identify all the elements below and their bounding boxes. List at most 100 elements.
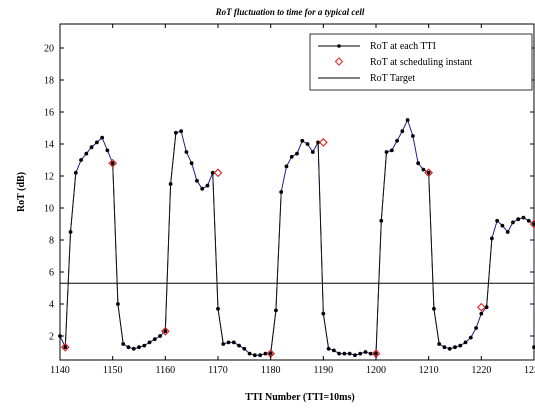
series-rot-each-tti-point	[68, 230, 73, 234]
series-rot-each-tti-point	[337, 351, 342, 356]
series-rot-each-tti-point	[363, 350, 368, 354]
series-rot-each-tti-point	[410, 134, 415, 138]
series-rot-each-tti-point	[179, 129, 184, 134]
series-rot-each-tti-point	[379, 218, 384, 223]
series-scheduling-instant-point	[476, 302, 486, 312]
series-rot-each-tti-point	[305, 142, 310, 146]
series-rot-each-tti-point	[216, 306, 220, 311]
series-rot-each-tti-segment	[380, 151, 387, 221]
series-rot-each-tti-point	[400, 129, 405, 134]
series-rot-each-tti-point	[474, 326, 478, 330]
series-rot-each-tti-point	[184, 150, 189, 154]
series-rot-each-tti-point	[358, 351, 363, 356]
x-axis-label: TTI Number (TTI=10ms)	[245, 392, 354, 403]
series-rot-each-tti-point	[237, 343, 241, 348]
legend-label-rot-target: RoT Target	[370, 73, 415, 84]
series-rot-each-tti-point	[521, 215, 526, 220]
series-rot-each-tti-point	[289, 154, 294, 159]
series-rot-each-tti-point	[395, 138, 399, 143]
series-rot-each-tti-point	[252, 353, 257, 358]
y-tick-label: 12	[44, 172, 54, 183]
x-tick-label: 1160	[156, 365, 176, 376]
series-rot-each-tti-point	[516, 217, 521, 222]
series-rot-each-tti-point	[263, 351, 268, 356]
series-rot-each-tti-point	[389, 148, 394, 153]
series-rot-each-tti-point	[458, 343, 463, 348]
series-rot-each-tti-point	[342, 351, 347, 356]
plot-frame	[59, 23, 535, 361]
series-rot-each-tti-segment	[64, 231, 71, 348]
series-rot-each-tti-point	[110, 161, 115, 166]
series-rot-each-tti-point	[453, 345, 457, 350]
series-scheduling-instant-point	[529, 219, 535, 229]
series-rot-each-tti-point	[89, 145, 94, 150]
series-rot-each-tti-point	[437, 342, 442, 346]
y-tick-label: 14	[44, 140, 54, 151]
x-tick-label: 1210	[419, 365, 439, 376]
series-rot-each-tti-point	[421, 167, 426, 172]
y-tick-label: 2	[49, 332, 54, 343]
chart-title: RoT fluctuation to time for a typical ce…	[215, 7, 365, 17]
x-tick-label: 1180	[261, 365, 281, 376]
series-rot-each-tti-point	[353, 353, 357, 358]
series-rot-each-tti-segment	[170, 132, 177, 185]
series-rot-each-tti-segment	[486, 238, 493, 308]
series-rot-each-tti-segment	[217, 308, 224, 345]
series-rot-each-tti-point	[126, 345, 131, 350]
series-rot-each-tti-point	[274, 308, 278, 313]
series-rot-each-tti-point	[63, 345, 68, 350]
y-tick-label: 6	[49, 268, 54, 279]
legend: RoT at each TTI RoT at scheduling instan…	[309, 33, 533, 91]
series-rot-each-tti-point	[442, 345, 447, 350]
series-rot-each-tti-segment	[317, 142, 324, 314]
series-rot-each-tti-point	[405, 118, 410, 122]
series-rot-each-tti-point	[347, 351, 352, 356]
series-rot-each-tti-segment	[428, 172, 435, 309]
series-rot-each-tti-point	[200, 186, 205, 191]
series-rot-each-tti-point	[468, 335, 473, 340]
series-rot-each-tti-segment	[212, 172, 219, 309]
series-rot-each-tti-point	[526, 218, 531, 223]
plot-area: 1140115011601170118011901200121012201230…	[44, 23, 535, 376]
series-rot-each-tti-point	[279, 190, 284, 194]
y-tick-label: 20	[44, 44, 54, 55]
x-tick-label: 1150	[103, 365, 123, 376]
series-rot-each-tti-point	[489, 236, 494, 241]
series-rot-each-tti-point	[326, 346, 331, 351]
y-tick-label: 10	[44, 204, 54, 215]
series-rot-each-tti-point	[226, 340, 231, 345]
legend-box	[309, 33, 533, 91]
x-tick-label: 1220	[471, 365, 491, 376]
x-tick-label: 1190	[314, 365, 334, 376]
series-rot-each-tti-point	[479, 311, 484, 316]
series-rot-each-tti-point	[368, 351, 373, 356]
series-rot-each-tti-point	[231, 340, 236, 345]
series-rot-each-tti-point	[189, 161, 194, 166]
series-rot-each-tti-point	[152, 337, 157, 342]
series-rot-each-tti-point	[495, 218, 500, 223]
series-rot-each-tti-point	[94, 140, 99, 145]
series-scheduling-instant-point	[60, 342, 70, 352]
series-rot-each-tti-point	[116, 302, 120, 306]
series-rot-each-tti-point	[500, 223, 505, 228]
series-rot-each-tti-point	[158, 334, 162, 338]
series-rot-each-tti-point	[258, 353, 263, 358]
y-tick-label: 18	[44, 76, 54, 87]
series-rot-each-tti-point	[384, 150, 389, 154]
y-axis-ticks: 2 4 6 8 10 12 14 16 18 20	[44, 44, 534, 343]
series-rot-each-tti-segment	[375, 220, 382, 354]
series-rot-each-tti-point	[295, 151, 299, 156]
series-rot-each-tti-point	[168, 182, 173, 186]
series-layer	[58, 118, 535, 358]
series-rot-each-tti-point	[321, 311, 326, 316]
series-rot-each-tti-point	[532, 222, 535, 226]
series-rot-each-tti-segment	[433, 308, 440, 345]
series-scheduling-instant-point	[160, 326, 170, 336]
series-rot-each-tti-point	[131, 346, 136, 351]
series-rot-each-tti-segment	[70, 172, 77, 233]
y-tick-label: 4	[49, 300, 54, 311]
series-rot-each-tti-point	[484, 305, 489, 310]
series-rot-each-tti-point	[147, 340, 152, 345]
series-scheduling-instant-point	[108, 158, 118, 168]
